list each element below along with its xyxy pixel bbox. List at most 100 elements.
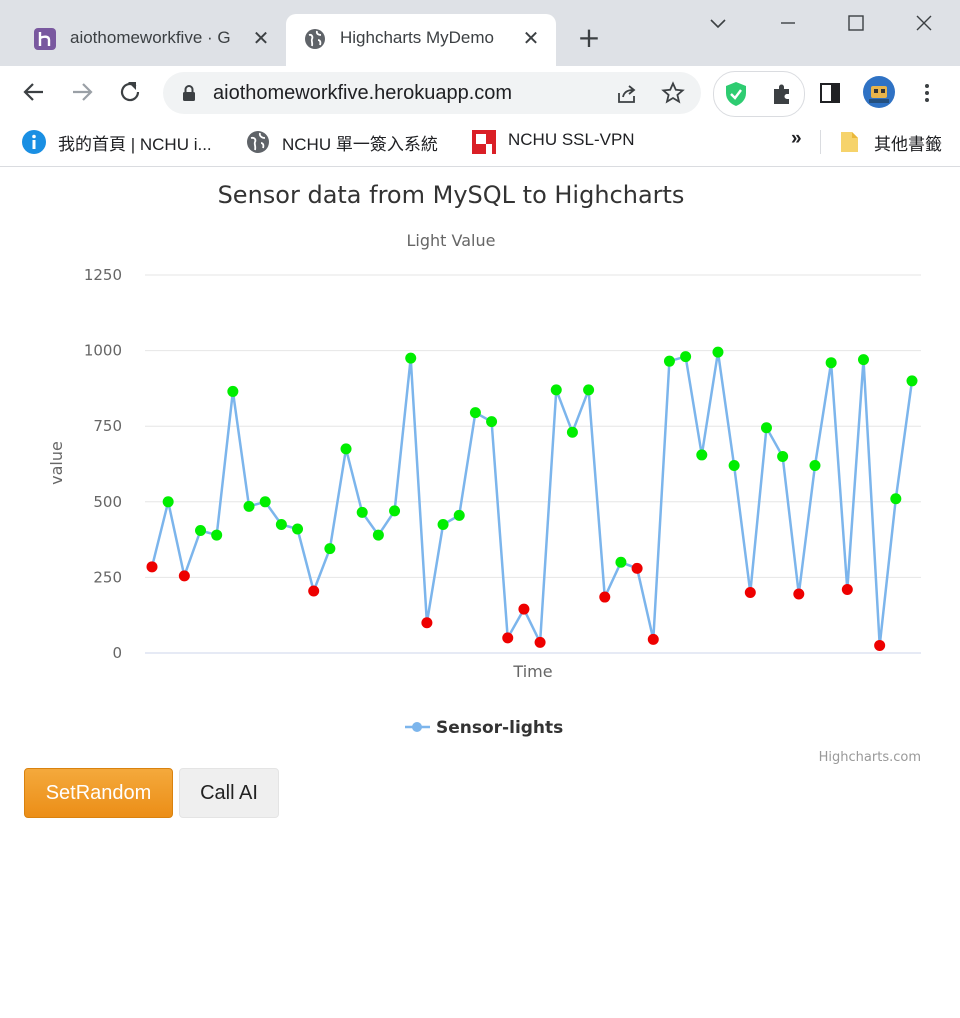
y-axis-labels: 0 250 500 750 1000 1250 xyxy=(84,266,122,662)
data-point[interactable] xyxy=(275,518,287,530)
data-point[interactable] xyxy=(211,529,223,541)
puzzle-icon[interactable] xyxy=(770,82,794,106)
data-point[interactable] xyxy=(292,523,304,535)
data-point[interactable] xyxy=(680,351,692,363)
data-point[interactable] xyxy=(760,422,772,434)
info-icon xyxy=(22,130,46,154)
data-point[interactable] xyxy=(809,460,821,472)
data-point[interactable] xyxy=(340,443,352,455)
extensions-group xyxy=(713,71,805,117)
legend-marker-symbol xyxy=(412,722,422,732)
legend[interactable]: Sensor-lights xyxy=(405,718,563,738)
data-point[interactable] xyxy=(502,632,514,644)
data-point[interactable] xyxy=(615,556,627,568)
data-point[interactable] xyxy=(599,591,611,603)
data-point[interactable] xyxy=(259,496,271,508)
setrandom-button[interactable]: SetRandom xyxy=(24,768,173,818)
url-text: aiothomeworkfive.herokuapp.com xyxy=(213,82,513,104)
other-bookmarks-folder[interactable]: 其他書籤 xyxy=(838,128,958,156)
data-point[interactable] xyxy=(857,354,869,366)
data-point[interactable] xyxy=(486,416,498,428)
close-tab-icon[interactable]: ✕ xyxy=(522,26,540,50)
minimize-icon[interactable] xyxy=(768,8,808,38)
tab-search-icon[interactable] xyxy=(698,8,738,38)
bookmark-nchu-vpn[interactable]: NCHU SSL-VPN xyxy=(472,128,652,156)
reload-icon[interactable] xyxy=(116,78,144,106)
data-point[interactable] xyxy=(712,346,724,358)
back-arrow-icon[interactable] xyxy=(20,78,48,106)
star-icon[interactable] xyxy=(661,81,685,105)
data-point[interactable] xyxy=(906,375,918,387)
y-tick-label: 250 xyxy=(93,568,122,586)
vpn-logo-icon xyxy=(472,130,496,154)
data-point[interactable] xyxy=(518,603,530,615)
lock-icon[interactable] xyxy=(181,84,197,102)
tab-aiothomeworkfive[interactable]: aiothomeworkfive · G ✕ xyxy=(16,14,286,66)
data-point[interactable] xyxy=(744,587,756,599)
data-point[interactable] xyxy=(195,525,207,537)
highcharts-chart: Sensor data from MySQL to Highcharts Lig… xyxy=(47,181,921,765)
maximize-icon[interactable] xyxy=(836,8,876,38)
data-point[interactable] xyxy=(550,384,562,396)
close-tab-icon[interactable]: ✕ xyxy=(252,26,270,50)
data-point[interactable] xyxy=(437,518,449,530)
data-point[interactable] xyxy=(421,617,433,629)
chart-title: Sensor data from MySQL to Highcharts xyxy=(218,181,685,209)
close-window-icon[interactable] xyxy=(904,8,944,38)
data-point[interactable] xyxy=(825,357,837,369)
x-axis-title: Time xyxy=(512,662,552,681)
tab-title: aiothomeworkfive · G xyxy=(70,28,231,47)
y-tick-label: 1000 xyxy=(84,342,122,360)
data-point[interactable] xyxy=(874,639,886,651)
data-point[interactable] xyxy=(647,633,659,645)
data-point[interactable] xyxy=(728,460,740,472)
data-point[interactable] xyxy=(178,570,190,582)
data-point[interactable] xyxy=(405,352,417,364)
bookmarks-overflow-button[interactable]: » xyxy=(791,128,802,149)
globe-icon xyxy=(247,131,269,153)
data-point[interactable] xyxy=(356,506,368,518)
side-panel-icon[interactable] xyxy=(818,81,842,105)
call-ai-button[interactable]: Call AI xyxy=(179,768,279,818)
data-point[interactable] xyxy=(583,384,595,396)
y-tick-label: 0 xyxy=(112,644,122,662)
credits-link[interactable]: Highcharts.com xyxy=(819,750,921,765)
data-point[interactable] xyxy=(308,585,320,597)
data-point[interactable] xyxy=(243,500,255,512)
forward-arrow-icon[interactable] xyxy=(68,78,96,106)
address-bar[interactable]: aiothomeworkfive.herokuapp.com xyxy=(163,72,701,114)
menu-dots-icon[interactable] xyxy=(915,81,939,105)
data-point[interactable] xyxy=(777,450,789,462)
folder-icon xyxy=(841,132,858,152)
y-tick-label: 500 xyxy=(93,493,122,511)
tab-highcharts-mydemo[interactable]: Highcharts MyDemo ✕ xyxy=(286,14,556,66)
gridlines xyxy=(145,274,921,654)
data-point[interactable] xyxy=(793,588,805,600)
data-point[interactable] xyxy=(372,529,384,541)
data-point[interactable] xyxy=(566,426,578,438)
y-tick-label: 750 xyxy=(93,417,122,435)
data-point[interactable] xyxy=(162,496,174,508)
data-point[interactable] xyxy=(146,561,158,573)
share-icon[interactable] xyxy=(615,82,639,106)
new-tab-button[interactable]: + xyxy=(577,21,601,54)
data-point[interactable] xyxy=(469,407,481,419)
browser-toolbar: aiothomeworkfive.herokuapp.com xyxy=(0,66,960,120)
data-point[interactable] xyxy=(389,505,401,517)
data-point[interactable] xyxy=(631,562,643,574)
avatar[interactable] xyxy=(862,75,896,109)
data-point[interactable] xyxy=(890,493,902,505)
shield-icon[interactable] xyxy=(724,81,748,107)
bookmark-nchu-sso[interactable]: NCHU 單一簽入系統 xyxy=(246,128,456,156)
bookmark-nchu-home[interactable]: 我的首頁 | NCHU i... xyxy=(22,128,232,156)
data-point[interactable] xyxy=(534,636,546,648)
bookmarks-bar: 我的首頁 | NCHU i... NCHU 單一簽入系統 NCHU SSL-VP… xyxy=(0,120,960,167)
data-point[interactable] xyxy=(696,449,708,461)
legend-item-label[interactable]: Sensor-lights xyxy=(436,718,563,738)
data-point[interactable] xyxy=(663,355,675,367)
data-point[interactable] xyxy=(841,583,853,595)
data-point[interactable] xyxy=(324,543,336,555)
data-point[interactable] xyxy=(227,385,239,397)
globe-icon xyxy=(305,29,325,49)
data-point[interactable] xyxy=(453,509,465,521)
